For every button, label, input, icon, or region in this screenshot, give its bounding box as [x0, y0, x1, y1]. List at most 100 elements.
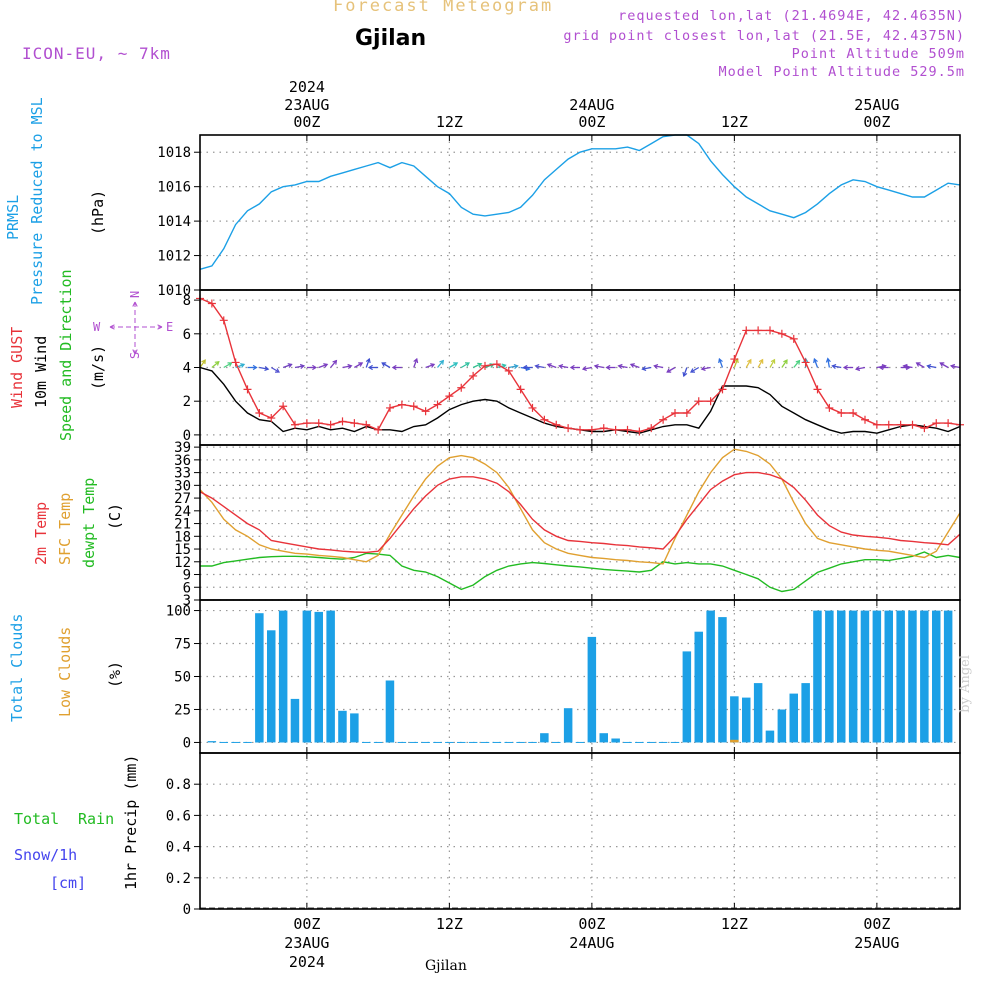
wind-direction-arrowhead [391, 364, 397, 371]
wind-gust-marker [243, 385, 252, 394]
footer-station-name: Gjilan [425, 958, 467, 974]
wind-direction-barb [745, 359, 752, 368]
wind-direction-barb [654, 365, 664, 369]
total-cloud-bar [290, 698, 300, 743]
y-tick-label: 21 [174, 517, 191, 533]
wind-gust-marker [433, 400, 442, 409]
wind-direction-arrowhead [332, 359, 338, 365]
wind-direction-barb [365, 358, 370, 368]
wind-gust-marker [635, 427, 644, 436]
wind-direction-arrowhead [227, 362, 233, 367]
wind-direction-barb [472, 363, 482, 369]
wind-direction-arrowhead [666, 368, 672, 373]
wind-gust-marker [659, 415, 668, 424]
wind-direction-arrowhead [381, 362, 387, 367]
wind-direction-arrowhead [299, 363, 306, 370]
wind-gust-marker [813, 385, 822, 394]
wind-direction-arrowhead [358, 362, 364, 367]
wind-gust-marker [706, 397, 715, 406]
wind-direction-arrowhead [926, 363, 932, 370]
wind-direction-barb [939, 362, 949, 369]
total-cloud-bar [326, 610, 335, 743]
wind-direction-arrowhead [700, 365, 706, 372]
wind-gust-marker [326, 420, 335, 429]
wind-direction-arrowhead [770, 358, 776, 364]
wind-gust-marker [825, 403, 834, 412]
compass-rose: W E N S [93, 291, 173, 359]
total-cloud-bar [718, 617, 727, 743]
wind-direction-label: Speed and Direction [57, 269, 75, 441]
wind-gust-marker [587, 425, 596, 434]
top-tick-label: 12Z [436, 113, 463, 131]
bottom-year-label: 2024 [289, 953, 325, 971]
temp-dewpt-label: dewpt Temp [80, 478, 98, 568]
wind-direction-arrowhead [718, 357, 723, 364]
wind-direction-arrowhead [758, 358, 764, 364]
wind-gust-marker [504, 366, 513, 375]
total-cloud-bar [682, 651, 692, 743]
y-tick-label: 27 [174, 491, 191, 507]
total-cloud-bar [730, 696, 739, 743]
wind-direction-barb [559, 365, 569, 369]
2m-temp-line [199, 471, 961, 554]
y-tick-label: 0.4 [166, 840, 191, 856]
wind-gust-marker [207, 299, 216, 308]
wind-direction-arrowhead [629, 363, 635, 368]
wind-gust-marker [884, 420, 893, 429]
total-cloud-bar [599, 733, 608, 743]
pressure-label-prmsl: PRMSL [4, 195, 22, 240]
wind-direction-barb [259, 366, 269, 370]
watermark: by Angel [958, 655, 973, 713]
y-tick-label: 36 [174, 453, 191, 469]
wind-direction-arrowhead [534, 363, 540, 370]
panel-border [199, 444, 961, 601]
precip-cm-label: [cm] [50, 874, 86, 892]
wind-direction-barb [508, 365, 518, 369]
total-cloud-bar [694, 631, 703, 743]
total-cloud-bar [540, 733, 549, 743]
wind-gust-line [199, 297, 961, 433]
wind-direction-arrowhead [522, 364, 528, 371]
wind-direction-barb [855, 366, 866, 370]
wind-direction-arrowhead [690, 368, 696, 373]
total-cloud-bar [302, 610, 312, 743]
wind-direction-barb [294, 365, 305, 369]
wind-direction-barb [781, 359, 788, 368]
bottom-tick-label: 12Z [721, 915, 748, 933]
wind-gust-marker [754, 326, 763, 335]
total-cloud-bar [813, 610, 822, 743]
total-cloud-bar [267, 630, 276, 743]
wind-gust-marker [564, 424, 573, 433]
wind-gust-marker [279, 402, 288, 411]
bottom-tick-label: 12Z [436, 915, 463, 933]
wind-gust-marker [302, 419, 311, 428]
wind-direction-arrowhead [641, 365, 647, 372]
wind-gust-marker [552, 420, 561, 429]
wind-direction-barb [927, 365, 937, 369]
total-cloud-bar [860, 610, 870, 743]
wind-direction-arrowhead [605, 364, 611, 371]
total-cloud-bar [801, 683, 810, 743]
wind-direction-barb [199, 359, 206, 368]
wind-direction-arrowhead [949, 363, 956, 370]
wind-direction-arrowhead [915, 362, 921, 367]
bottom-tick-label: 00Z [293, 915, 320, 933]
wind-gust-marker [671, 408, 679, 417]
wind-gust-marker [694, 397, 703, 406]
wind-direction-barb [642, 366, 652, 370]
wind-gust-marker [837, 408, 846, 417]
wind-gust-marker [350, 419, 359, 428]
wind-gust-marker [397, 400, 406, 409]
wind-gust-marker [801, 358, 810, 367]
total-cloud-bar [872, 610, 882, 743]
wind-direction-barb [769, 359, 776, 368]
wind-direction-arrowhead [430, 363, 436, 368]
compass-west: W [93, 320, 101, 334]
wind-direction-barb [793, 360, 800, 368]
total-cloud-bar [920, 610, 929, 743]
wind-gust-marker [576, 425, 584, 434]
wind-direction-arrowhead [795, 359, 801, 365]
wind-gust-marker [267, 414, 276, 423]
wind-direction-arrowhead [682, 371, 688, 378]
